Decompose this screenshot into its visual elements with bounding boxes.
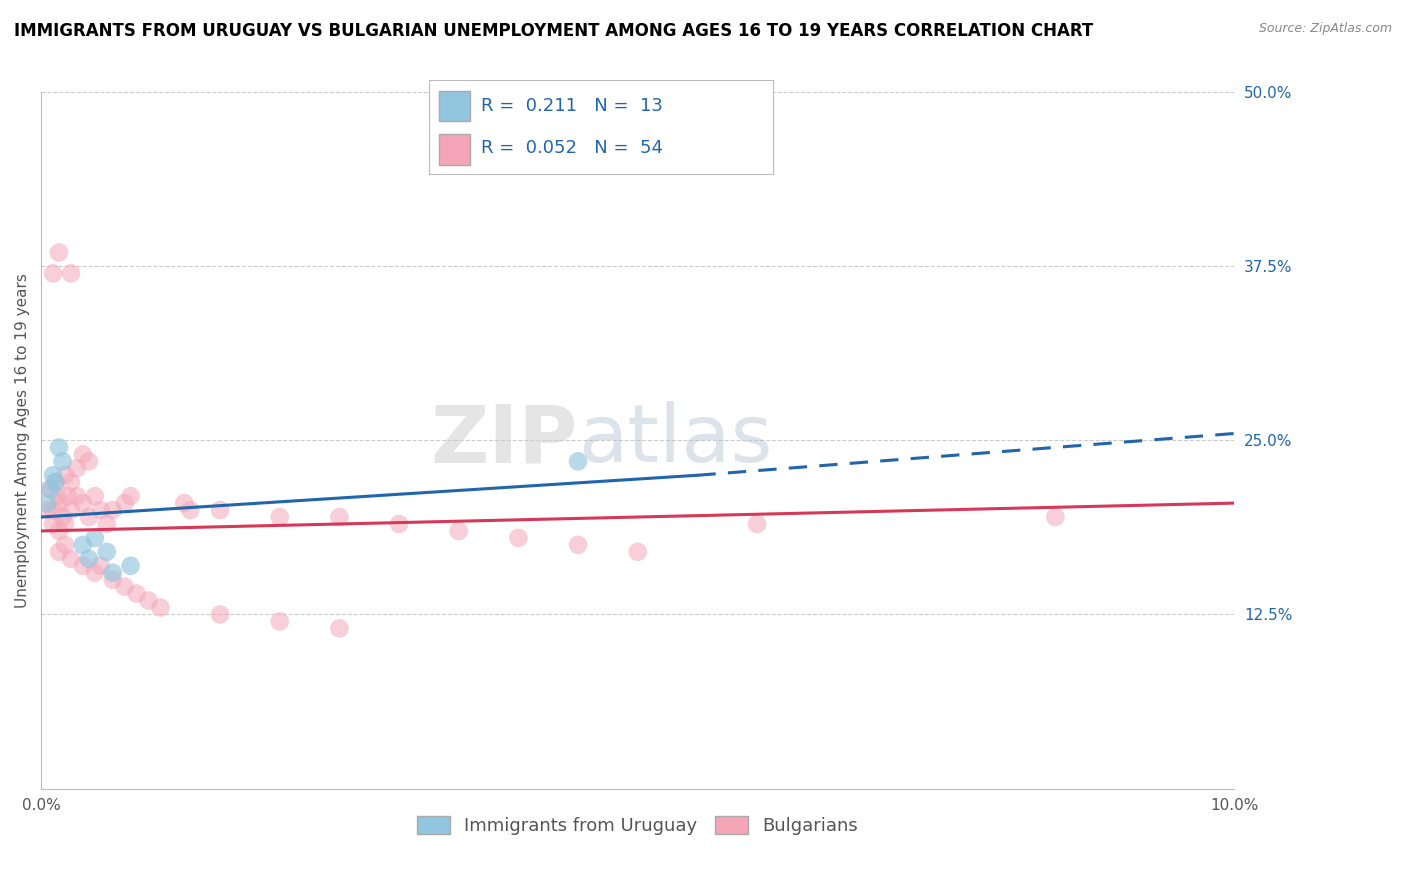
Point (567, 538, 589, 552)
Point (149, 600, 172, 615)
Text: R =  0.052   N =  54: R = 0.052 N = 54 (481, 139, 662, 157)
Point (44, 475, 66, 490)
FancyBboxPatch shape (439, 134, 470, 164)
Point (120, 489, 142, 503)
Point (35, 496, 58, 510)
Point (53, 516, 76, 531)
Point (35, 503, 58, 517)
Point (72, 538, 94, 552)
Point (46, 489, 69, 503)
Point (72, 496, 94, 510)
Point (447, 524, 470, 538)
Point (48, 545, 70, 559)
Y-axis label: Unemployment Among Ages 16 to 19 years: Unemployment Among Ages 16 to 19 years (15, 273, 30, 607)
Point (138, 593, 160, 607)
Point (56, 489, 79, 503)
Point (48, 441, 70, 455)
Point (90, 503, 112, 517)
Point (388, 516, 411, 531)
Point (42, 266, 65, 280)
Point (77, 551, 100, 566)
Point (59, 551, 82, 566)
Point (48, 245, 70, 260)
Point (269, 615, 291, 629)
Point (83, 566, 105, 580)
Point (101, 503, 124, 517)
Point (52, 510, 75, 524)
Point (42, 516, 65, 531)
Point (328, 621, 350, 635)
Point (627, 545, 650, 559)
Point (101, 566, 124, 580)
Point (44, 475, 66, 490)
Text: Source: ZipAtlas.com: Source: ZipAtlas.com (1258, 22, 1392, 36)
Point (101, 573, 124, 587)
Point (114, 496, 136, 510)
Point (72, 558, 94, 573)
Point (72, 447, 94, 461)
Point (209, 503, 232, 517)
Point (66, 489, 89, 503)
FancyBboxPatch shape (439, 91, 470, 121)
Point (77, 454, 100, 468)
Point (120, 558, 142, 573)
Text: R =  0.211   N =  13: R = 0.211 N = 13 (481, 97, 662, 115)
Point (745, 516, 768, 531)
Point (77, 510, 100, 524)
Point (567, 454, 589, 468)
Point (96, 545, 118, 559)
Point (42, 503, 65, 517)
Text: ZIP: ZIP (430, 401, 578, 479)
Point (209, 607, 232, 622)
Point (83, 489, 105, 503)
Point (52, 454, 75, 468)
Point (53, 538, 76, 552)
Point (53, 468, 76, 483)
Point (508, 531, 530, 545)
Point (114, 580, 136, 594)
Text: IMMIGRANTS FROM URUGUAY VS BULGARIAN UNEMPLOYMENT AMONG AGES 16 TO 19 YEARS CORR: IMMIGRANTS FROM URUGUAY VS BULGARIAN UNE… (14, 22, 1094, 40)
Point (173, 496, 195, 510)
Point (48, 524, 70, 538)
Point (125, 586, 148, 600)
Text: atlas: atlas (578, 401, 772, 479)
Point (59, 475, 82, 490)
Point (83, 531, 105, 545)
Point (90, 558, 112, 573)
Point (39, 482, 62, 496)
Point (49, 496, 72, 510)
Point (59, 266, 82, 280)
Point (59, 503, 82, 517)
Point (38, 482, 60, 496)
Legend: Immigrants from Uruguay, Bulgarians: Immigrants from Uruguay, Bulgarians (411, 808, 865, 842)
Point (42, 468, 65, 483)
Point (66, 461, 89, 475)
Point (96, 516, 118, 531)
Point (328, 510, 350, 524)
Point (179, 503, 201, 517)
Point (1045, 510, 1067, 524)
Point (269, 510, 291, 524)
